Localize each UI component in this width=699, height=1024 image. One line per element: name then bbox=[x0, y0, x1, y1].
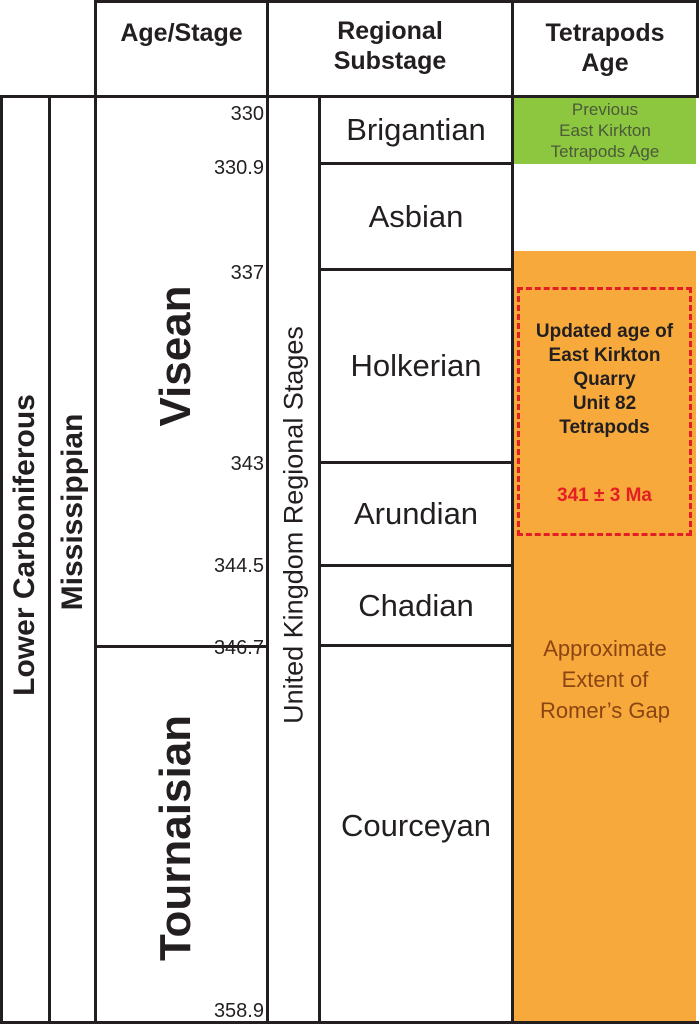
substage-line-346-7 bbox=[321, 644, 511, 647]
header-age-stage: Age/Stage bbox=[120, 19, 243, 47]
romer-gap-box bbox=[514, 251, 696, 1024]
substage-asbian: Asbian bbox=[368, 198, 464, 234]
epoch-boundary-line bbox=[97, 645, 266, 648]
updated-age-value: 341 ± 3 Ma bbox=[557, 485, 652, 506]
age-330-9: 330.9 bbox=[213, 157, 264, 179]
col-line-0 bbox=[0, 95, 3, 1024]
updated-age-text: Updated age of East Kirkton Quarry Unit … bbox=[535, 321, 674, 438]
age-343: 343 bbox=[230, 453, 264, 475]
col-line-1 bbox=[48, 95, 51, 1024]
epoch-visean-label: Visean bbox=[151, 285, 200, 427]
age-358-9: 358.9 bbox=[213, 1000, 264, 1022]
col-line-5 bbox=[511, 95, 514, 1024]
header-regional-substage: Regional Substage bbox=[333, 17, 447, 75]
age-346-7: 346.7 bbox=[213, 637, 264, 659]
header-top-border bbox=[95, 0, 699, 3]
substage-courceyan: Courceyan bbox=[341, 807, 491, 843]
subsystem-label: Mississippian bbox=[56, 413, 89, 611]
substage-line-337 bbox=[321, 268, 511, 271]
substage-holkerian: Holkerian bbox=[350, 348, 482, 383]
regional-column-label: United Kingdom Regional Stages bbox=[278, 326, 309, 724]
table-top-border bbox=[0, 95, 699, 98]
updated-age-dashed-box bbox=[517, 287, 692, 536]
substage-line-330-9 bbox=[321, 162, 511, 165]
substage-line-343 bbox=[321, 461, 511, 464]
substage-line-344-5 bbox=[321, 564, 511, 567]
previous-age-box bbox=[514, 98, 696, 164]
header-divider-1 bbox=[266, 0, 269, 98]
substage-chadian: Chadian bbox=[358, 587, 474, 623]
header-divider-2 bbox=[511, 0, 514, 98]
age-337: 337 bbox=[230, 262, 264, 284]
header-right-border bbox=[696, 0, 699, 98]
col-line-4 bbox=[318, 95, 321, 1024]
col-line-3 bbox=[266, 95, 269, 1024]
table-bottom-border bbox=[0, 1021, 699, 1024]
romer-gap-text: Approximate Extent of Romer’s Gap bbox=[539, 636, 670, 723]
substage-brigantian: Brigantian bbox=[346, 112, 486, 147]
col-line-2 bbox=[94, 95, 97, 1024]
age-330: 330 bbox=[230, 103, 264, 125]
previous-age-text: Previous East Kirkton Tetrapods Age bbox=[550, 100, 660, 161]
header-tetrapods-age: Tetrapods Age bbox=[545, 19, 665, 77]
header-left-border bbox=[94, 0, 97, 98]
system-label: Lower Carboniferous bbox=[8, 394, 41, 696]
epoch-tournaisian-label: Tournaisian bbox=[151, 714, 200, 962]
age-344-5: 344.5 bbox=[213, 555, 264, 577]
substage-arundian: Arundian bbox=[353, 496, 479, 531]
